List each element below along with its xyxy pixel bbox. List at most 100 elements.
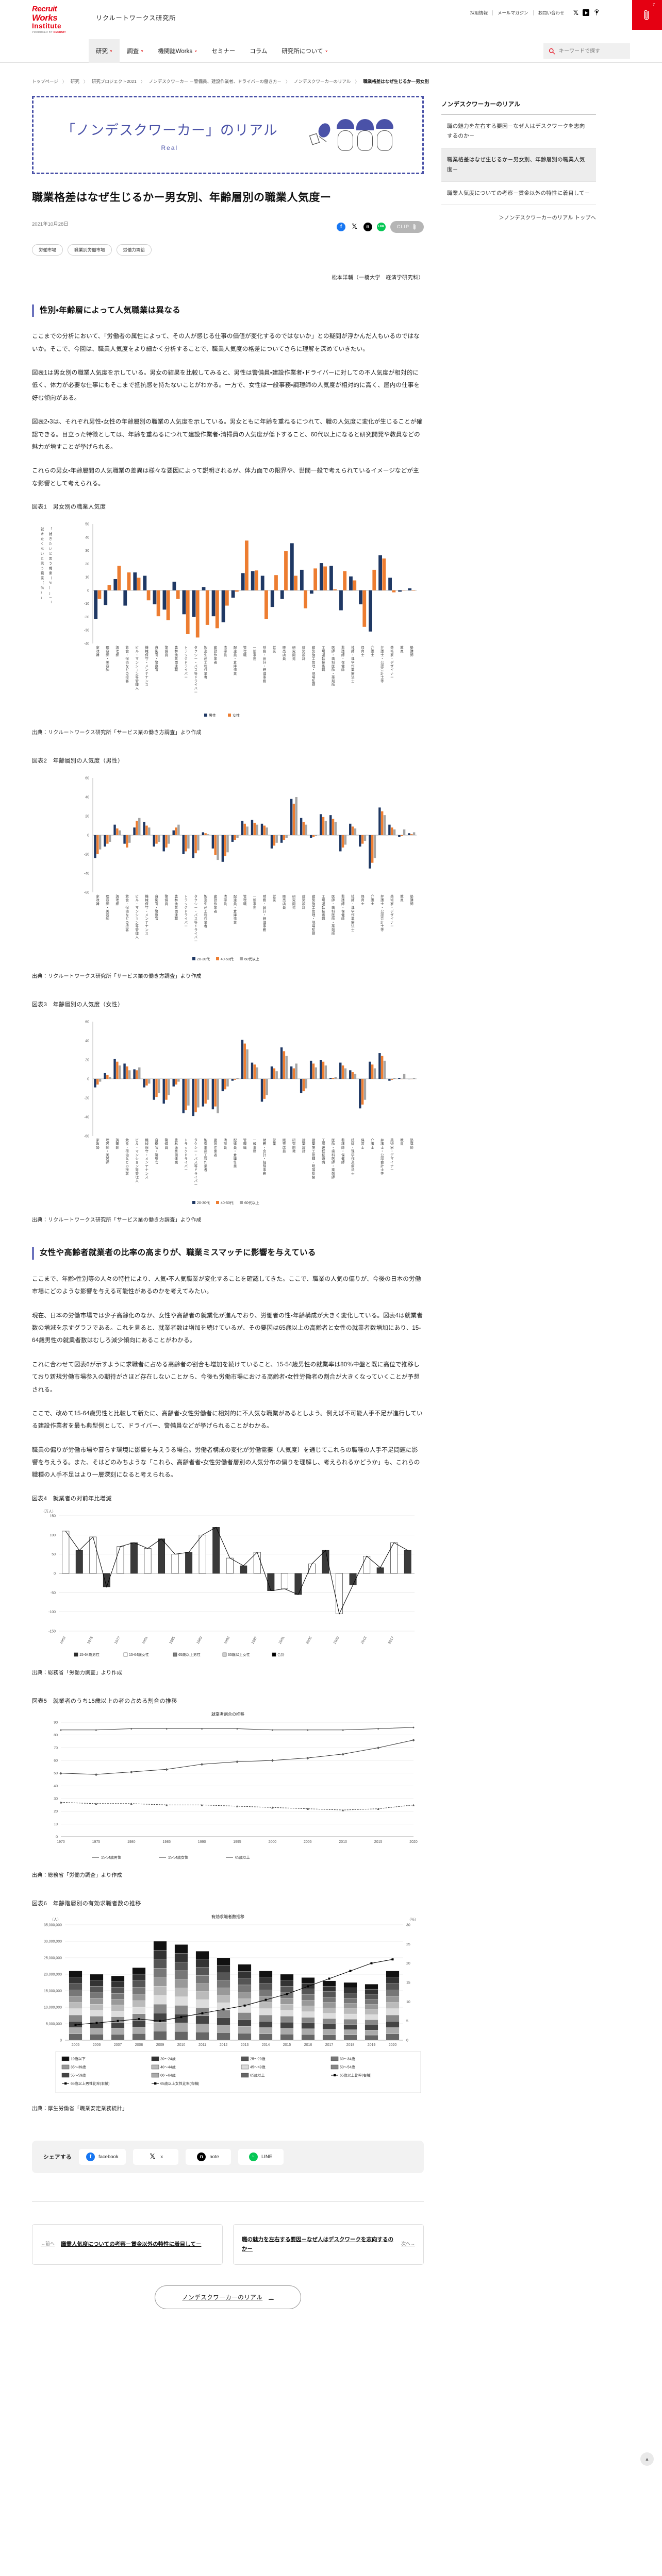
breadcrumb-item-project2021[interactable]: 研究プロジェクト2021 — [91, 79, 137, 84]
share-facebook-button[interactable]: f facebook — [79, 2148, 126, 2165]
clip-button[interactable]: CLIP — [390, 221, 424, 233]
svg-text:介: 介 — [371, 1139, 374, 1142]
svg-text:の: の — [125, 921, 129, 924]
svg-text:客: 客 — [125, 679, 129, 683]
tag-item[interactable]: 労働市場 — [32, 244, 63, 256]
svg-text:40: 40 — [54, 1785, 58, 1788]
svg-text:事: 事 — [263, 924, 267, 928]
svg-text:士: 士 — [371, 652, 374, 657]
svg-text:士: 士 — [351, 1171, 355, 1176]
tag-item[interactable]: 職業別労働市場 — [68, 244, 112, 256]
svg-text:10: 10 — [85, 576, 89, 580]
svg-text:25: 25 — [406, 1943, 410, 1946]
breadcrumb-separator: 〉 — [140, 79, 145, 84]
svg-text:ン: ン — [145, 1161, 148, 1164]
breadcrumb-item-top[interactable]: トップページ — [32, 79, 58, 84]
nav-item-works-magazine[interactable]: 機関誌Works ∨ — [151, 39, 204, 63]
svg-text:教: 教 — [400, 1138, 404, 1142]
svg-text:務: 務 — [253, 1149, 257, 1154]
svg-text:士: 士 — [380, 652, 384, 657]
police-figure-icon — [337, 119, 354, 151]
podcast-icon[interactable] — [593, 9, 600, 16]
svg-text:術: 術 — [390, 1141, 394, 1146]
svg-text:●: ● — [342, 1728, 344, 1732]
svg-text:-150: -150 — [48, 1630, 56, 1633]
youtube-icon[interactable] — [583, 9, 589, 16]
sidebar-item-consideration[interactable]: 職業人気度についての考察－賃金以外の特性に着目して－ — [441, 182, 596, 206]
svg-text:ー: ー — [390, 925, 394, 928]
svg-text:就: 就 — [49, 532, 53, 536]
svg-text:-20: -20 — [84, 616, 89, 619]
util-link-mailmagazine[interactable]: メールマガジン — [493, 10, 534, 15]
svg-text:タ: タ — [194, 1138, 198, 1142]
util-link-contact[interactable]: お問い合わせ — [538, 10, 565, 15]
svg-text:護: 護 — [341, 1141, 345, 1146]
site-name: リクルートワークス研究所 — [96, 14, 176, 22]
svg-text:0: 0 — [87, 834, 89, 838]
scroll-to-top-button[interactable]: ▲ — [640, 2452, 654, 2466]
tag-item[interactable]: 労働力需給 — [116, 244, 152, 256]
search-input[interactable] — [559, 48, 625, 54]
x-icon[interactable]: 𝕏 — [352, 223, 357, 231]
clip-corner-button[interactable]: 7 — [632, 0, 662, 30]
svg-text:介: 介 — [371, 646, 374, 650]
nav-item-survey[interactable]: 調査 ∨ — [120, 39, 151, 63]
facebook-icon: f — [86, 2152, 95, 2161]
share-note-button[interactable]: n note — [185, 2148, 231, 2165]
line-icon[interactable]: LINE — [376, 222, 386, 231]
sidebar-item-gap[interactable]: 職業格差はなぜ生じるか－男女別、年齢層別の職業人気度－ — [441, 148, 596, 182]
svg-text:15: 15 — [406, 1981, 410, 1985]
svg-text:技: 技 — [322, 660, 325, 665]
nav-item-column[interactable]: コラム — [242, 39, 274, 63]
hero-subtitle: Real — [161, 144, 178, 151]
svg-text:財: 財 — [263, 645, 267, 650]
nav-item-about[interactable]: 研究所について ∨ — [274, 39, 335, 63]
header-utility-nav: 採用情報 メールマガジン お問い合わせ 𝕏 — [466, 9, 600, 16]
svg-text:ス: ス — [145, 1175, 148, 1179]
svg-text:-60: -60 — [84, 1135, 89, 1139]
svg-text:容: 容 — [106, 649, 109, 653]
svg-text:経: 経 — [263, 1160, 267, 1164]
svg-text:自: 自 — [155, 894, 158, 899]
x-icon[interactable]: 𝕏 — [573, 9, 578, 16]
figure-2-source: 出典：リクルートワークス研究所「サービス業の働き方調査」より作成 — [32, 974, 202, 980]
nav-label: 機関誌Works — [158, 48, 193, 55]
svg-text:庫: 庫 — [234, 912, 237, 917]
svg-text:師: 師 — [106, 901, 109, 906]
svg-text:美: 美 — [390, 1138, 394, 1142]
sidebar-top-link[interactable]: ＞ノンデスクワーカーのリアル トップへ — [499, 215, 596, 222]
svg-text:究: 究 — [292, 649, 296, 653]
svg-text:技: 技 — [322, 1153, 325, 1157]
facebook-icon[interactable]: f — [336, 222, 345, 231]
svg-text:師: 師 — [115, 652, 119, 657]
svg-text:40: 40 — [85, 1040, 89, 1043]
search-box[interactable] — [543, 43, 630, 59]
breadcrumb-item-nondesk[interactable]: ノンデスクワーカー －警備員、建設作業者、ドライバーの働き方－ — [148, 79, 282, 84]
svg-text:ビ: ビ — [135, 1138, 139, 1142]
next-article-card[interactable]: 職の魅力を左右する要因－なぜ人はデスクワークを志向するのか－ 次へ→ — [233, 2224, 424, 2265]
sidebar-item-attraction[interactable]: 職の魅力を左右する要因－なぜ人はデスクワークを志向するのか－ — [441, 115, 596, 148]
svg-text:な: な — [125, 664, 129, 668]
note-icon[interactable]: n — [363, 222, 372, 231]
breadcrumb-item-research[interactable]: 研究 — [70, 79, 79, 84]
nav-item-research[interactable]: 研究 ∨ — [89, 39, 120, 63]
svg-text:開: 開 — [292, 653, 296, 657]
svg-text:建: 建 — [214, 894, 218, 899]
share-x-button[interactable]: 𝕏 x — [133, 2148, 178, 2165]
nav-item-seminar[interactable]: セミナー — [204, 39, 242, 63]
share-line-button[interactable]: L LINE — [238, 2148, 284, 2165]
util-link-recruit[interactable]: 採用情報 — [466, 10, 493, 15]
svg-text:設: 設 — [302, 902, 306, 906]
svg-text:婦: 婦 — [96, 652, 100, 657]
search-icon — [549, 48, 555, 55]
svg-text:イ: イ — [390, 917, 394, 921]
page-navigation: ←前へ 職業人気度についての考察－賃金以外の特性に着目して－ 職の魅力を左右する… — [32, 2200, 424, 2265]
prev-article-card[interactable]: ←前へ 職業人気度についての考察－賃金以外の特性に着目して－ — [32, 2224, 223, 2265]
back-to-index-button[interactable]: ノンデスクワーカーのリアル → — [155, 2285, 301, 2309]
svg-text:師: 師 — [106, 1145, 109, 1149]
paragraph-6: 現在、日本の労働市場では少子高齢化のなか、女性や高齢者の就業化が進んでおり、労働… — [32, 1312, 423, 1344]
breadcrumb-item-real[interactable]: ノンデスクワーカーのリアル — [293, 79, 351, 84]
site-logo[interactable]: Recruit Works Institute PRODUCED BY RECR… — [32, 5, 89, 34]
svg-text:ラ: ラ — [194, 1172, 198, 1176]
svg-text:●: ● — [236, 1727, 238, 1731]
